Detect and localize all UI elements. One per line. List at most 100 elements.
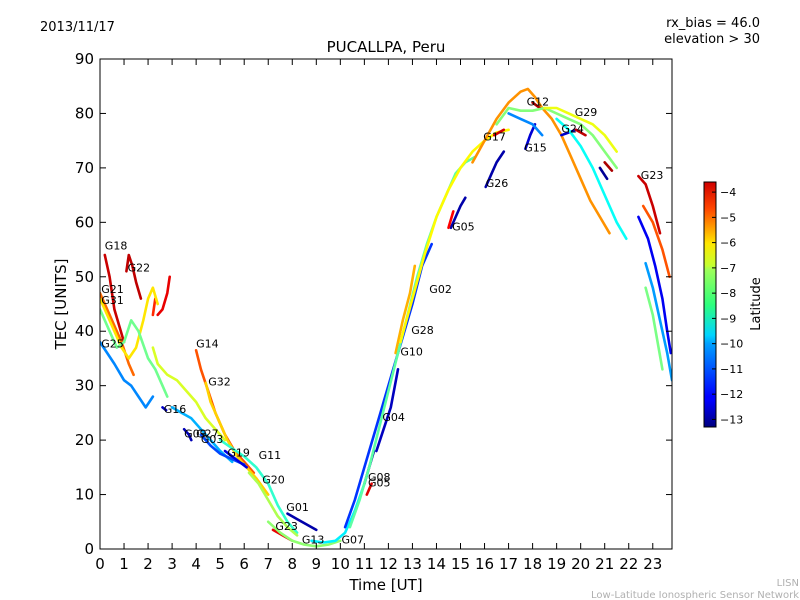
satellite-label: G28 xyxy=(411,324,434,337)
tec-line-g01-0 xyxy=(286,512,318,532)
colorbar-tick-label: −11 xyxy=(720,363,743,376)
y-tick-label: 90 xyxy=(75,50,94,68)
tec-line-g05-1 xyxy=(447,210,455,230)
x-axis-label: Time [UT] xyxy=(348,576,422,594)
tec-line-g23-late-3 xyxy=(644,261,672,382)
tec-line-g09-0 xyxy=(182,427,193,442)
tec-line-g22-2 xyxy=(156,275,171,317)
tec-line-g23-late-4 xyxy=(644,286,664,371)
colorbar-tick-label: −13 xyxy=(720,413,743,426)
x-tick-label: 2 xyxy=(143,555,153,573)
tec-line-g25-1 xyxy=(100,308,169,398)
satellite-label: G20 xyxy=(262,474,285,487)
tec-line-g24-3 xyxy=(598,166,609,181)
satellite-label: G18 xyxy=(105,240,128,253)
satellite-label: G21 xyxy=(101,283,124,296)
x-tick-label: 21 xyxy=(595,555,614,573)
x-tick-label: 1 xyxy=(119,555,129,573)
x-tick-label: 7 xyxy=(263,555,273,573)
tec-line-g16-1 xyxy=(161,406,168,412)
tec-line-g24-4 xyxy=(603,161,614,172)
satellite-label: G12 xyxy=(527,95,550,108)
tec-line-g25-0 xyxy=(100,340,155,409)
tec-line-g23-late-0 xyxy=(637,174,662,235)
x-tick-label: 15 xyxy=(451,555,470,573)
y-tick-label: 70 xyxy=(75,159,94,177)
footer-lisn: LISN xyxy=(777,578,799,589)
satellite-label: G24 xyxy=(561,123,584,136)
x-tick-label: 14 xyxy=(427,555,446,573)
tec-line-g20-0 xyxy=(247,471,299,537)
tec-line-g17-1 xyxy=(492,128,506,137)
tec-line-g11-0 xyxy=(218,438,299,534)
tec-line-g23-late-1 xyxy=(637,215,672,355)
y-tick-label: 80 xyxy=(75,104,94,122)
colorbar: −4 −5 −6 −7 −8 −9 −10 −11 −12 −13 Latitude xyxy=(703,181,764,428)
satellite-label: G08 xyxy=(368,471,391,484)
colorbar-tick-label: −6 xyxy=(720,237,736,250)
tec-line-g05-0 xyxy=(365,482,373,496)
y-tick-label: 60 xyxy=(75,213,94,231)
tec-line-g16-0 xyxy=(151,346,227,442)
tec-line-g24-2 xyxy=(555,117,628,240)
tec-line-g15-0 xyxy=(524,123,537,151)
tec-lines xyxy=(100,87,672,548)
tec-line-g17-0 xyxy=(399,128,510,344)
y-tick-label: 30 xyxy=(75,377,94,395)
tec-line-g29-0 xyxy=(495,106,618,170)
satellite-label: G25 xyxy=(101,338,124,351)
satellite-label: G23 xyxy=(275,520,298,533)
x-tick-label: 18 xyxy=(523,555,542,573)
x-tick-label: 8 xyxy=(287,555,297,573)
x-tick-label: 3 xyxy=(167,555,177,573)
chart-title: PUCALLPA, Peru xyxy=(327,38,446,56)
satellite-label: G04 xyxy=(382,411,405,424)
x-tick-label: 11 xyxy=(355,555,374,573)
y-tick-label: 40 xyxy=(75,322,94,340)
tec-line-g04-0 xyxy=(375,368,400,453)
rx-bias-label: rx_bias = 46.0 xyxy=(666,16,760,31)
tec-line-g05-0 xyxy=(449,196,467,230)
satellite-label: G11 xyxy=(259,449,282,462)
x-tick-label: 16 xyxy=(475,555,494,573)
satellite-label: G22 xyxy=(128,261,151,274)
tec-line-g27-0 xyxy=(170,406,234,464)
tec-line-g18-0 xyxy=(103,253,126,344)
plot-frame xyxy=(99,58,673,550)
satellite-label: G09 xyxy=(184,427,207,440)
tec-line-g26-0 xyxy=(484,150,506,189)
colorbar-label: Latitude xyxy=(749,277,764,331)
tec-line-g24-1 xyxy=(574,128,587,137)
colorbar-tick-label: −4 xyxy=(720,186,736,199)
y-tick-label: 50 xyxy=(75,268,94,286)
x-tick-label: 9 xyxy=(312,555,322,573)
tec-line-g22-0 xyxy=(125,253,143,300)
satellite-label: G07 xyxy=(342,534,365,547)
x-tick-label: 20 xyxy=(571,555,590,573)
x-tick-label: 12 xyxy=(379,555,398,573)
x-tick-label: 10 xyxy=(331,555,350,573)
y-axis-ticks: 0 10 20 30 40 50 60 70 80 90 xyxy=(75,50,672,558)
satellite-label: G27 xyxy=(196,427,219,440)
colorbar-tick-label: −7 xyxy=(720,262,736,275)
x-tick-label: 19 xyxy=(547,555,566,573)
satellite-label: G10 xyxy=(400,346,423,359)
tec-line-g15-1 xyxy=(507,112,544,137)
tec-line-g28-0 xyxy=(394,264,417,355)
x-tick-label: 4 xyxy=(191,555,201,573)
tec-line-g23-late-2 xyxy=(641,204,671,279)
y-tick-label: 0 xyxy=(84,540,94,558)
date-label: 2013/11/17 xyxy=(40,20,115,35)
satellite-label: G05 xyxy=(452,221,475,234)
satellite-label: G01 xyxy=(286,501,309,514)
colorbar-tick-label: −10 xyxy=(720,338,743,351)
y-tick-label: 10 xyxy=(75,486,94,504)
x-tick-label: 5 xyxy=(215,555,225,573)
x-tick-label: 23 xyxy=(643,555,662,573)
colorbar-tick-label: −5 xyxy=(720,211,736,224)
x-tick-label: 6 xyxy=(239,555,249,573)
x-tick-label: 17 xyxy=(499,555,518,573)
